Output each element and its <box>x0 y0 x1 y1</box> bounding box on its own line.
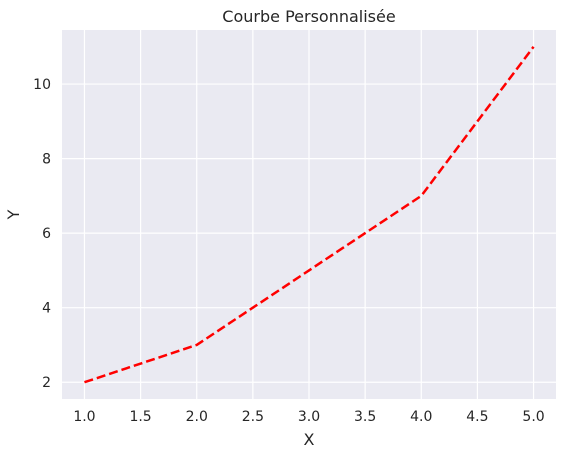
y-tick-label: 6 <box>42 226 51 242</box>
y-tick-labels: 2 4 6 8 10 <box>33 77 51 391</box>
x-tick-label: 1.0 <box>73 409 95 425</box>
chart-title: Courbe Personnalisée <box>222 7 395 26</box>
x-tick-label: 5.0 <box>522 409 544 425</box>
grid-lines <box>62 30 556 399</box>
x-tick-label: 2.0 <box>186 409 208 425</box>
x-axis-label: X <box>304 430 315 449</box>
x-tick-label: 1.5 <box>129 409 151 425</box>
y-tick-label: 8 <box>42 152 51 168</box>
x-tick-label: 3.0 <box>298 409 320 425</box>
x-tick-label: 4.5 <box>466 409 488 425</box>
x-tick-label: 3.5 <box>354 409 376 425</box>
series-group <box>84 46 535 384</box>
y-tick-label: 2 <box>42 375 51 391</box>
x-tick-label: 2.5 <box>242 409 264 425</box>
x-tick-label: 4.0 <box>410 409 432 425</box>
x-tick-labels: 1.0 1.5 2.0 2.5 3.0 3.5 4.0 4.5 5.0 <box>73 409 544 425</box>
y-tick-label: 10 <box>33 77 51 93</box>
series-line <box>84 46 535 384</box>
y-tick-label: 4 <box>42 301 51 317</box>
y-axis-label: Y <box>4 209 23 220</box>
